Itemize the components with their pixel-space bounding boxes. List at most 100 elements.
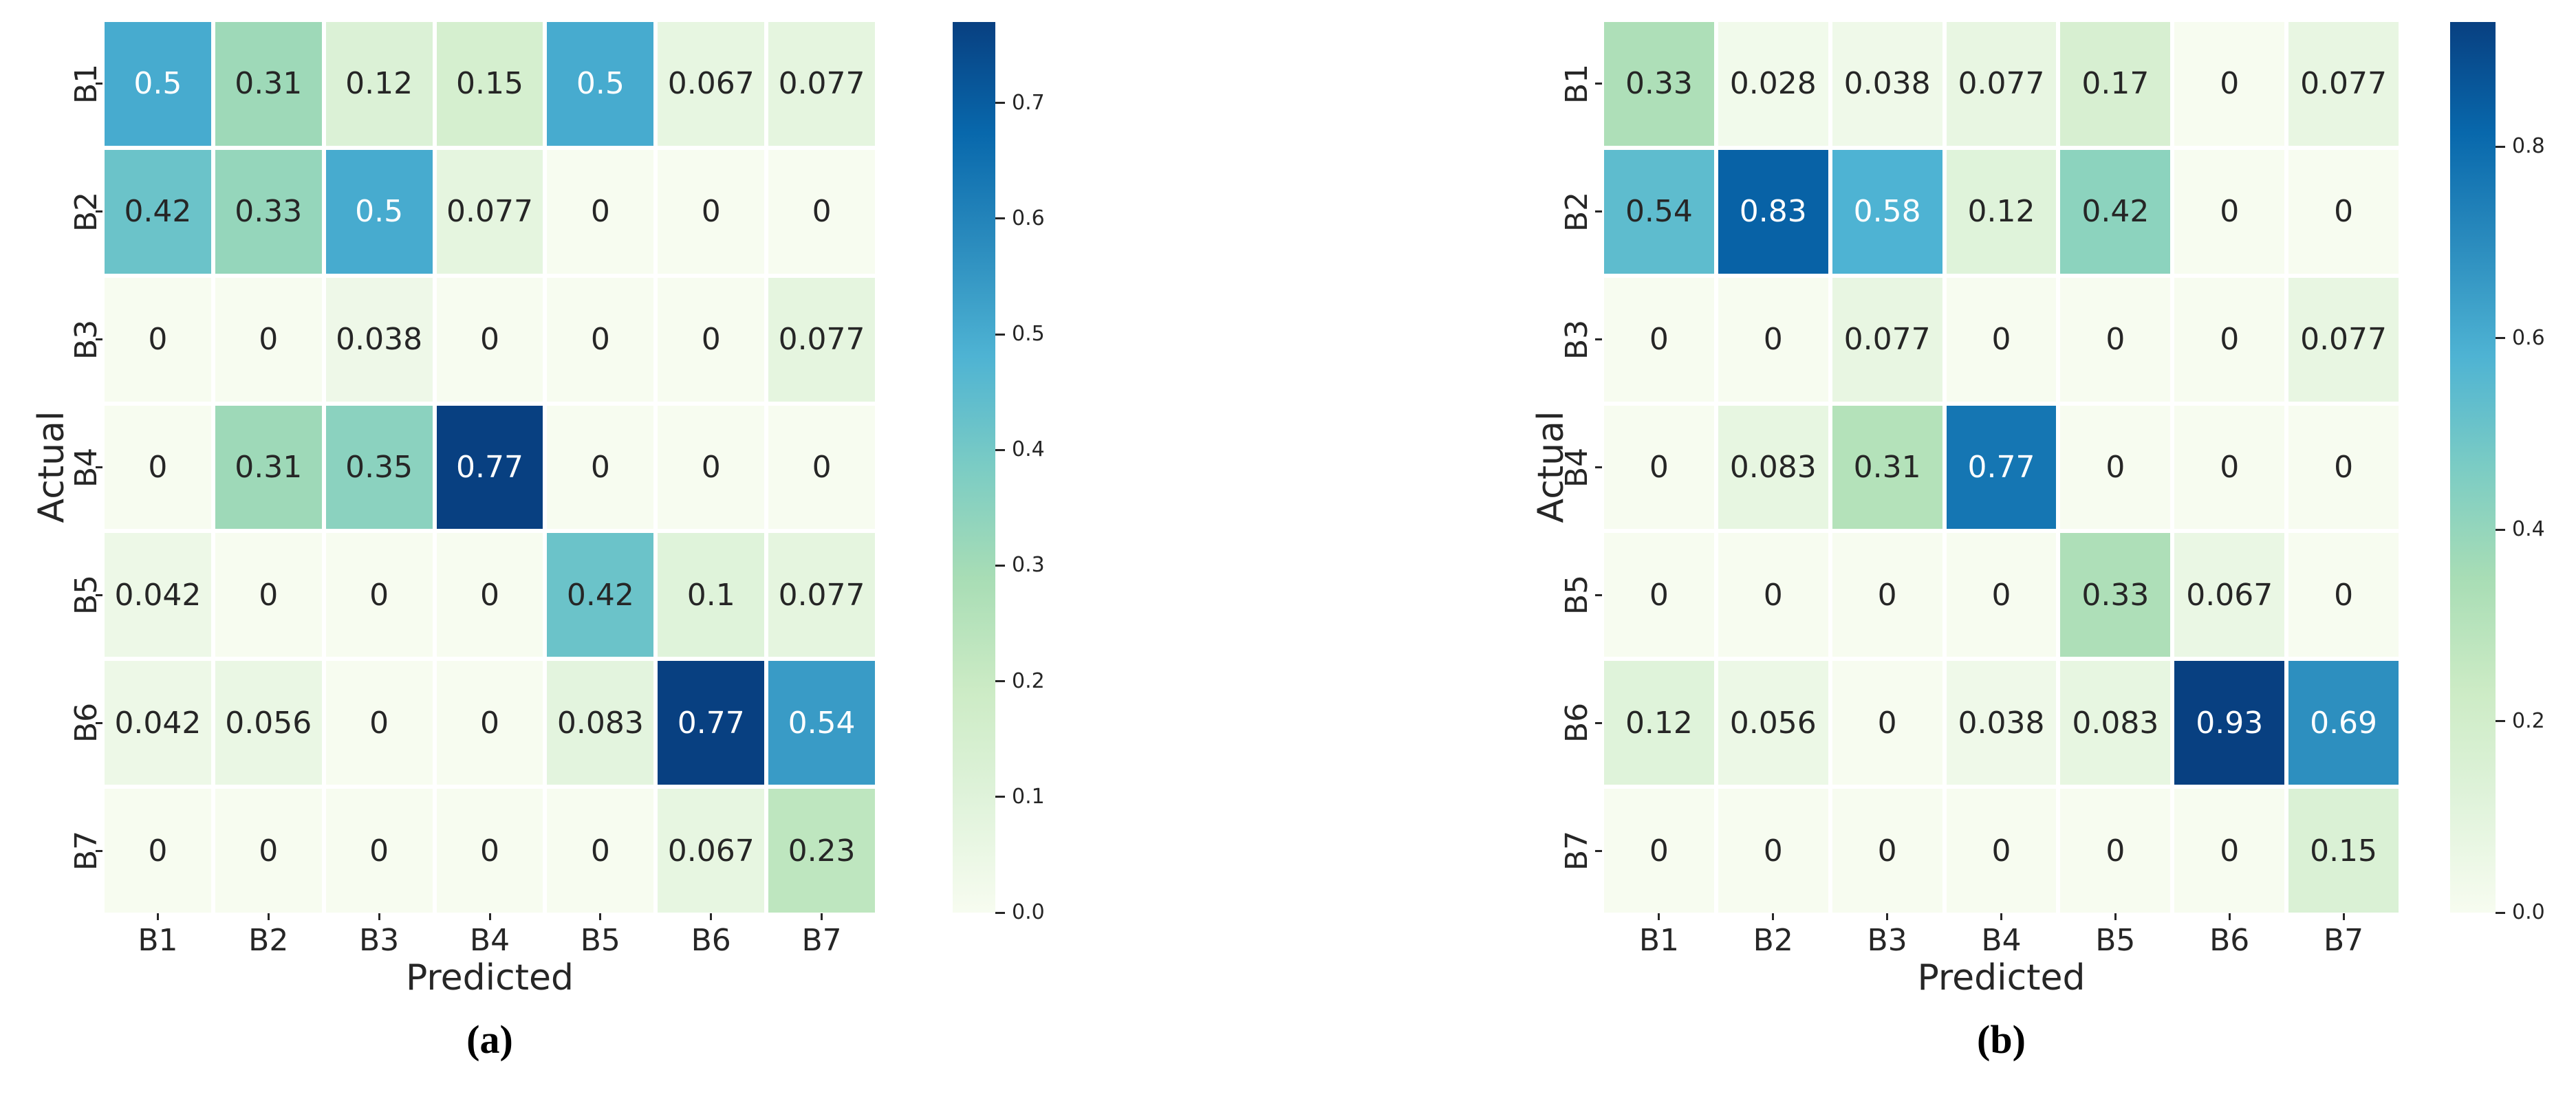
heatmap-cell: 0	[1604, 533, 1714, 657]
colorbar-tick-mark	[2496, 720, 2505, 722]
heatmap-cell: 0	[105, 277, 211, 402]
heatmap-cell: 0	[1832, 789, 1942, 913]
heatmap-cell: 0	[1946, 789, 2057, 913]
heatmap-cell: 0	[105, 405, 211, 530]
heatmap-cell: 0.083	[2060, 661, 2171, 785]
colorbar-tick-label: 0.2	[2512, 708, 2545, 733]
heatmap-cell: 0	[1718, 789, 1828, 913]
y-tick-mark	[96, 849, 102, 852]
heatmap-cell: 0.067	[2174, 533, 2285, 657]
x-tick-mark	[378, 913, 380, 920]
heatmap-cell: 0	[547, 277, 654, 402]
heatmap-cell: 0.31	[215, 405, 322, 530]
y-tick-mark	[1595, 721, 1602, 724]
heatmap-cell: 0	[215, 533, 322, 657]
x-tick-label: B4	[1981, 923, 2022, 958]
heatmap-cell: 0.12	[325, 22, 433, 146]
y-tick-mark	[1595, 210, 1602, 213]
colorbar-tick-mark	[2496, 145, 2505, 148]
heatmap-cell: 0.23	[768, 789, 875, 913]
heatmap-cell: 0	[658, 277, 765, 402]
heatmap-cell: 0.42	[105, 149, 211, 274]
colorbar-tick-mark	[995, 217, 1005, 220]
heatmap-cell: 0.77	[436, 405, 543, 530]
heatmap-cell: 0	[436, 789, 543, 913]
x-tick-mark	[599, 913, 602, 920]
heatmap-cell: 0	[1604, 789, 1714, 913]
subfigure-caption: (b)	[1977, 1017, 2026, 1062]
heatmap-cell: 0.93	[2174, 661, 2285, 785]
y-tick-mark	[96, 83, 102, 85]
x-tick-label: B5	[2095, 923, 2136, 958]
colorbar-tick-label: 0.8	[2512, 134, 2545, 159]
heatmap-cell: 0	[325, 789, 433, 913]
y-tick-label: B7	[1559, 830, 1594, 871]
heatmap-cell: 0.33	[215, 149, 322, 274]
heatmap-cell: 0	[2174, 789, 2285, 913]
heatmap-cell: 0	[2174, 277, 2285, 402]
heatmap-cell: 0.077	[1832, 277, 1942, 402]
x-tick-label: B2	[248, 923, 289, 958]
heatmap-cell: 0	[1946, 533, 2057, 657]
heatmap-cell: 0.077	[2288, 22, 2399, 146]
colorbar-tick-label: 0.2	[1012, 668, 1045, 693]
heatmap-cell: 0	[2060, 277, 2171, 402]
heatmap-cell: 0.83	[1718, 149, 1828, 274]
heatmap-cell: 0	[1604, 277, 1714, 402]
heatmap-cell: 0.15	[436, 22, 543, 146]
colorbar-tick-label: 0.0	[1012, 900, 1045, 924]
y-tick-mark	[1595, 849, 1602, 852]
y-tick-mark	[1595, 83, 1602, 85]
heatmap-cell: 0	[2288, 405, 2399, 530]
heatmap-cell: 0.077	[768, 533, 875, 657]
colorbar-tick-label: 0.6	[1012, 206, 1045, 230]
heatmap-cell: 0	[215, 277, 322, 402]
x-tick-mark	[156, 913, 159, 920]
heatmap-cell: 0.31	[1832, 405, 1942, 530]
x-tick-label: B2	[1753, 923, 1793, 958]
x-tick-label: B3	[1867, 923, 1907, 958]
x-axis-label: Predicted	[1917, 957, 2086, 999]
y-tick-mark	[1595, 593, 1602, 596]
heatmap-cell: 0.083	[547, 661, 654, 785]
heatmap-cell: 0.69	[2288, 661, 2399, 785]
heatmap-cell: 0.77	[658, 661, 765, 785]
x-axis-label: Predicted	[405, 957, 574, 999]
heatmap-cell: 0	[658, 149, 765, 274]
colorbar-tick-label: 0.3	[1012, 553, 1045, 578]
heatmap-cell: 0.038	[1946, 661, 2057, 785]
x-tick-label: B7	[2323, 923, 2364, 958]
heatmap-cell: 0	[1832, 661, 1942, 785]
y-tick-label: B1	[1559, 63, 1594, 105]
heatmap-cell: 0	[2288, 149, 2399, 274]
x-tick-label: B1	[138, 923, 178, 958]
heatmap-cell: 0.5	[105, 22, 211, 146]
x-tick-mark	[2000, 913, 2002, 920]
heatmap-cell: 0.17	[2060, 22, 2171, 146]
x-tick-mark	[2228, 913, 2231, 920]
heatmap-cell: 0.15	[2288, 789, 2399, 913]
heatmap-cell: 0	[1604, 405, 1714, 530]
x-tick-mark	[2114, 913, 2117, 920]
heatmap-cell: 0	[658, 405, 765, 530]
heatmap-cell: 0	[2174, 405, 2285, 530]
heatmap-cell: 0.33	[2060, 533, 2171, 657]
colorbar	[2450, 22, 2496, 913]
heatmap-cell: 0.33	[1604, 22, 1714, 146]
heatmap-cell: 0	[768, 405, 875, 530]
y-tick-label: B3	[1559, 319, 1594, 360]
heatmap-cell: 0	[1832, 533, 1942, 657]
y-tick-mark	[1595, 466, 1602, 468]
heatmap-cell: 0	[436, 533, 543, 657]
y-tick-mark	[1595, 338, 1602, 341]
heatmap-cell: 0	[2060, 789, 2171, 913]
heatmap-cell: 0	[547, 789, 654, 913]
heatmap-cell: 0.083	[1718, 405, 1828, 530]
x-tick-label: B4	[469, 923, 510, 958]
colorbar-tick-label: 0.4	[1012, 437, 1045, 462]
heatmap-cell: 0.028	[1718, 22, 1828, 146]
x-tick-mark	[2342, 913, 2345, 920]
heatmap-cell: 0	[1718, 533, 1828, 657]
heatmap-cell: 0.077	[2288, 277, 2399, 402]
